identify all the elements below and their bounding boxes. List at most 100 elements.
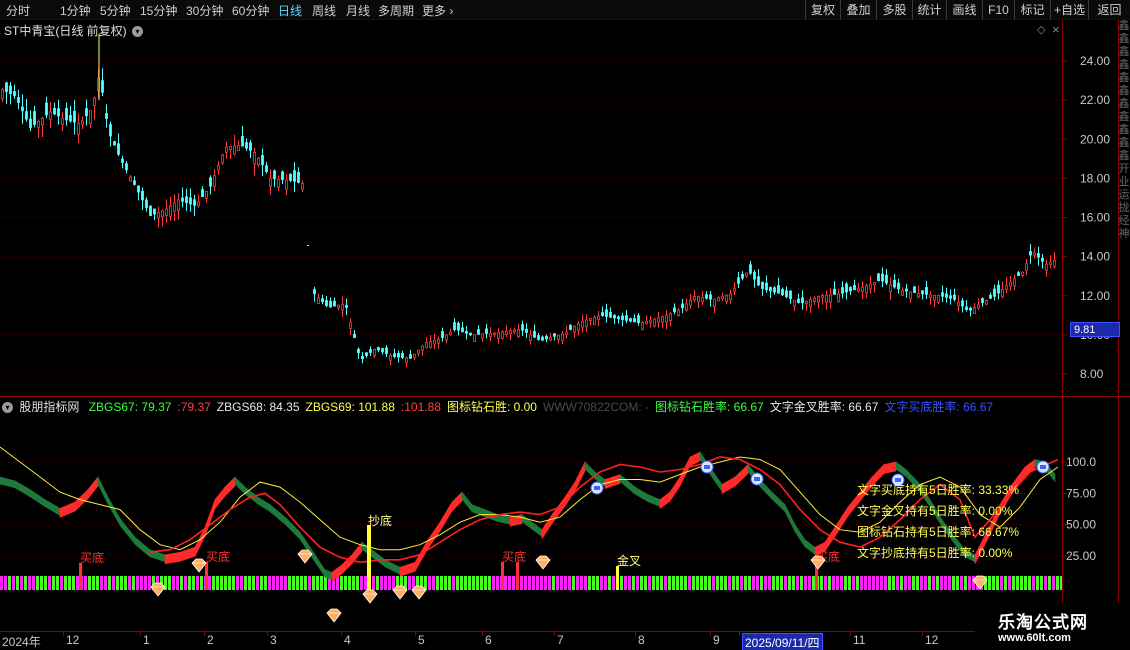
oscillator-ribbon bbox=[794, 523, 806, 548]
diamond-icon[interactable]: ◇ bbox=[1037, 24, 1046, 36]
signal-bar bbox=[260, 576, 263, 590]
toolbar-button[interactable]: +自选 bbox=[1050, 0, 1088, 20]
candle-body bbox=[977, 304, 980, 309]
signal-bar bbox=[36, 576, 39, 590]
oscillator-ribbon bbox=[87, 476, 99, 500]
candle-body bbox=[1033, 252, 1036, 256]
candle-body bbox=[1053, 259, 1056, 267]
candle-body bbox=[985, 300, 988, 305]
candle-body bbox=[793, 300, 796, 307]
candle-body bbox=[409, 354, 412, 359]
signal-bar bbox=[268, 576, 271, 590]
toolbar-button[interactable]: 标记 bbox=[1014, 0, 1050, 20]
date-label: 7 bbox=[557, 633, 564, 647]
chevron-down-icon[interactable]: ▾ bbox=[2, 402, 13, 414]
oscillator-ribbon bbox=[1044, 461, 1056, 483]
candle-body bbox=[989, 294, 992, 299]
signal-bar bbox=[896, 576, 899, 590]
tab-timeframe[interactable]: 多周期 bbox=[378, 4, 415, 18]
signal-bar bbox=[0, 576, 3, 590]
candle-body bbox=[289, 173, 292, 181]
candle-body bbox=[757, 276, 760, 286]
indicator-name[interactable]: 股朋指标网 bbox=[19, 400, 80, 414]
signal-bar bbox=[312, 576, 315, 590]
toolbar-button[interactable]: 返回 bbox=[1088, 0, 1130, 20]
signal-bar bbox=[664, 576, 667, 590]
toolbar-button[interactable]: 叠加 bbox=[840, 0, 876, 20]
candle-body bbox=[53, 108, 56, 115]
date-axis: 2024年 12 1 2 3 4 5 6 7 8 9 2025/09/11/四 11 12 bbox=[0, 631, 975, 650]
oscillator-ribbon bbox=[551, 496, 566, 525]
toolbar-button[interactable]: 画线 bbox=[946, 0, 982, 20]
signal-bar bbox=[408, 576, 411, 590]
candle-body bbox=[501, 331, 504, 339]
candle-body bbox=[205, 191, 208, 199]
toolbar-button[interactable]: F10 bbox=[982, 0, 1014, 20]
candle-body bbox=[1045, 263, 1048, 271]
tab-timeframe[interactable]: 1分钟 bbox=[60, 4, 91, 18]
signal-bar bbox=[388, 576, 391, 590]
side-strip-char: 鑫 bbox=[1118, 85, 1130, 97]
tab-timeframe[interactable]: 日线 bbox=[278, 4, 303, 18]
toolbar-button[interactable]: 多股 bbox=[876, 0, 912, 20]
oscillator-ribbon bbox=[371, 549, 386, 568]
oscillator-ribbon bbox=[497, 514, 511, 525]
oscillator-ribbon bbox=[284, 516, 301, 540]
signal-bar bbox=[640, 576, 643, 590]
tab-timeframe[interactable]: 分时 bbox=[6, 4, 31, 18]
chart-title-text: ST中青宝(日线 前复权) bbox=[4, 24, 127, 38]
signal-bar bbox=[92, 576, 95, 590]
signal-bar bbox=[396, 576, 399, 590]
signal-bar bbox=[832, 576, 835, 590]
signal-bar bbox=[740, 576, 743, 590]
win-rate-line: 文字买底持有5日胜率: 33.33% bbox=[857, 483, 1020, 497]
signal-bar bbox=[272, 576, 275, 590]
signal-bar bbox=[124, 576, 127, 590]
signal-bar bbox=[1020, 576, 1023, 590]
candle-body bbox=[17, 97, 20, 103]
oscillator-ribbon bbox=[1034, 459, 1046, 470]
tab-timeframe[interactable]: 月线 bbox=[346, 4, 371, 18]
signal-bar bbox=[864, 576, 867, 590]
signal-bar bbox=[24, 576, 27, 590]
signal-bar bbox=[704, 576, 707, 590]
close-icon[interactable]: × bbox=[1052, 22, 1060, 37]
oscillator-ribbon bbox=[647, 494, 661, 508]
signal-bar bbox=[168, 576, 171, 590]
chevron-down-icon[interactable]: ▾ bbox=[132, 26, 144, 38]
tab-timeframe[interactable]: 30分钟 bbox=[186, 4, 224, 18]
candle-body bbox=[601, 312, 604, 317]
toolbar-button[interactable]: 统计 bbox=[912, 0, 946, 20]
candle-body bbox=[281, 171, 284, 180]
candle-body bbox=[245, 142, 248, 149]
side-strip-char: 鑫 bbox=[1118, 150, 1130, 162]
tab-timeframe[interactable]: 5分钟 bbox=[100, 4, 131, 18]
candle-body bbox=[833, 288, 836, 295]
signal-bar bbox=[824, 576, 827, 590]
candle-body bbox=[925, 286, 928, 295]
signal-bar bbox=[700, 576, 703, 590]
tab-timeframe[interactable]: 60分钟 bbox=[232, 4, 270, 18]
candle-body bbox=[773, 287, 776, 293]
oscillator-ribbon bbox=[97, 476, 109, 505]
tab-timeframe[interactable]: 更多 › bbox=[422, 4, 454, 18]
signal-bar bbox=[200, 576, 203, 590]
oscillator-ribbon bbox=[224, 476, 236, 497]
price-axis-label: 22.00 bbox=[1080, 93, 1110, 107]
toolbar-button[interactable]: 复权 bbox=[805, 0, 840, 20]
tab-timeframe[interactable]: 15分钟 bbox=[140, 4, 178, 18]
signal-bar bbox=[44, 576, 47, 590]
tab-timeframe[interactable]: 周线 bbox=[312, 4, 337, 18]
signal-bar bbox=[732, 576, 735, 590]
candle-body bbox=[129, 176, 132, 182]
candle-body bbox=[713, 298, 716, 308]
signal-bar bbox=[256, 576, 259, 590]
candle-body bbox=[293, 170, 296, 182]
indicator-values: ZBGS67: 79.37:79.37 ZBGS68: 84.35 ZBGS69: … bbox=[89, 400, 999, 414]
signal-bar bbox=[320, 576, 323, 590]
candle-body bbox=[753, 271, 756, 280]
oscillator-ribbon bbox=[471, 504, 486, 518]
signal-bar bbox=[924, 576, 927, 590]
candle-body bbox=[789, 290, 792, 300]
candle-body bbox=[969, 307, 972, 311]
